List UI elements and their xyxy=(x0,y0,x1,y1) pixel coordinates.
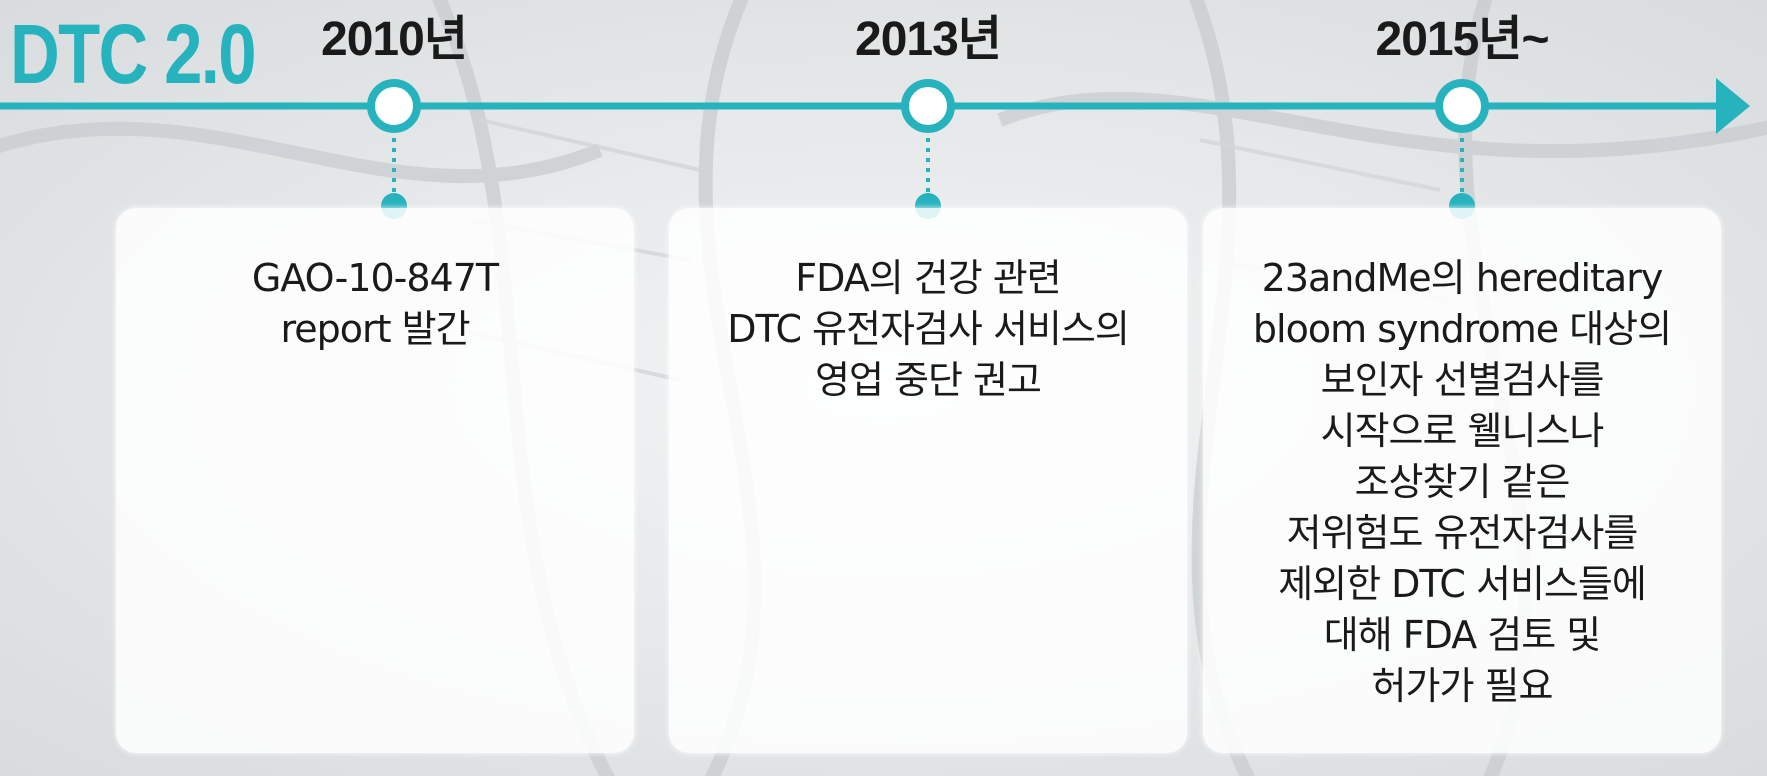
card-line: 저위험도 유전자검사를 xyxy=(1286,511,1639,555)
card-line: report 발간 xyxy=(280,307,470,351)
card-line: 제외한 DTC 서비스들에 xyxy=(1278,562,1647,606)
milestone-card-2013: FDA의 건강 관련 DTC 유전자검사 서비스의 영업 중단 권고 xyxy=(669,208,1187,753)
milestone-marker-2013 xyxy=(901,79,955,219)
milestone-card-2010: GAO-10-847T report 발간 xyxy=(116,208,634,753)
card-line: bloom syndrome 대상의 xyxy=(1252,307,1672,351)
card-line: 허가가 필요 xyxy=(1371,664,1554,708)
card-text-2013: FDA의 건강 관련 DTC 유전자검사 서비스의 영업 중단 권고 xyxy=(679,253,1177,406)
card-line: GAO-10-847T xyxy=(251,256,499,300)
card-text-2010: GAO-10-847T report 발간 xyxy=(126,253,624,355)
card-line: 23andMe의 hereditary xyxy=(1261,256,1664,300)
card-line: 시작으로 웰니스나 xyxy=(1320,409,1605,453)
page-title: DTC 2.0 xyxy=(10,7,257,101)
card-line: FDA의 건강 관련 xyxy=(795,256,1061,300)
year-label-2015: 2015년~ xyxy=(1375,13,1550,66)
milestone-marker-2015 xyxy=(1435,79,1489,219)
timeline-arrowhead-icon xyxy=(1716,78,1750,134)
card-line: 영업 중단 권고 xyxy=(815,358,1042,402)
card-line: 조상찾기 같은 xyxy=(1354,460,1571,504)
year-label-2010: 2010년 xyxy=(321,13,468,66)
card-text-2015: 23andMe의 hereditary bloom syndrome 대상의 보… xyxy=(1213,253,1711,712)
year-label-2013: 2013년 xyxy=(855,13,1002,66)
card-line: 보인자 선별검사를 xyxy=(1320,358,1605,402)
card-line: 대해 FDA 검토 및 xyxy=(1323,613,1601,657)
milestone-card-2015: 23andMe의 hereditary bloom syndrome 대상의 보… xyxy=(1203,208,1721,753)
milestone-marker-2010 xyxy=(367,79,421,219)
card-line: DTC 유전자검사 서비스의 xyxy=(727,307,1130,351)
